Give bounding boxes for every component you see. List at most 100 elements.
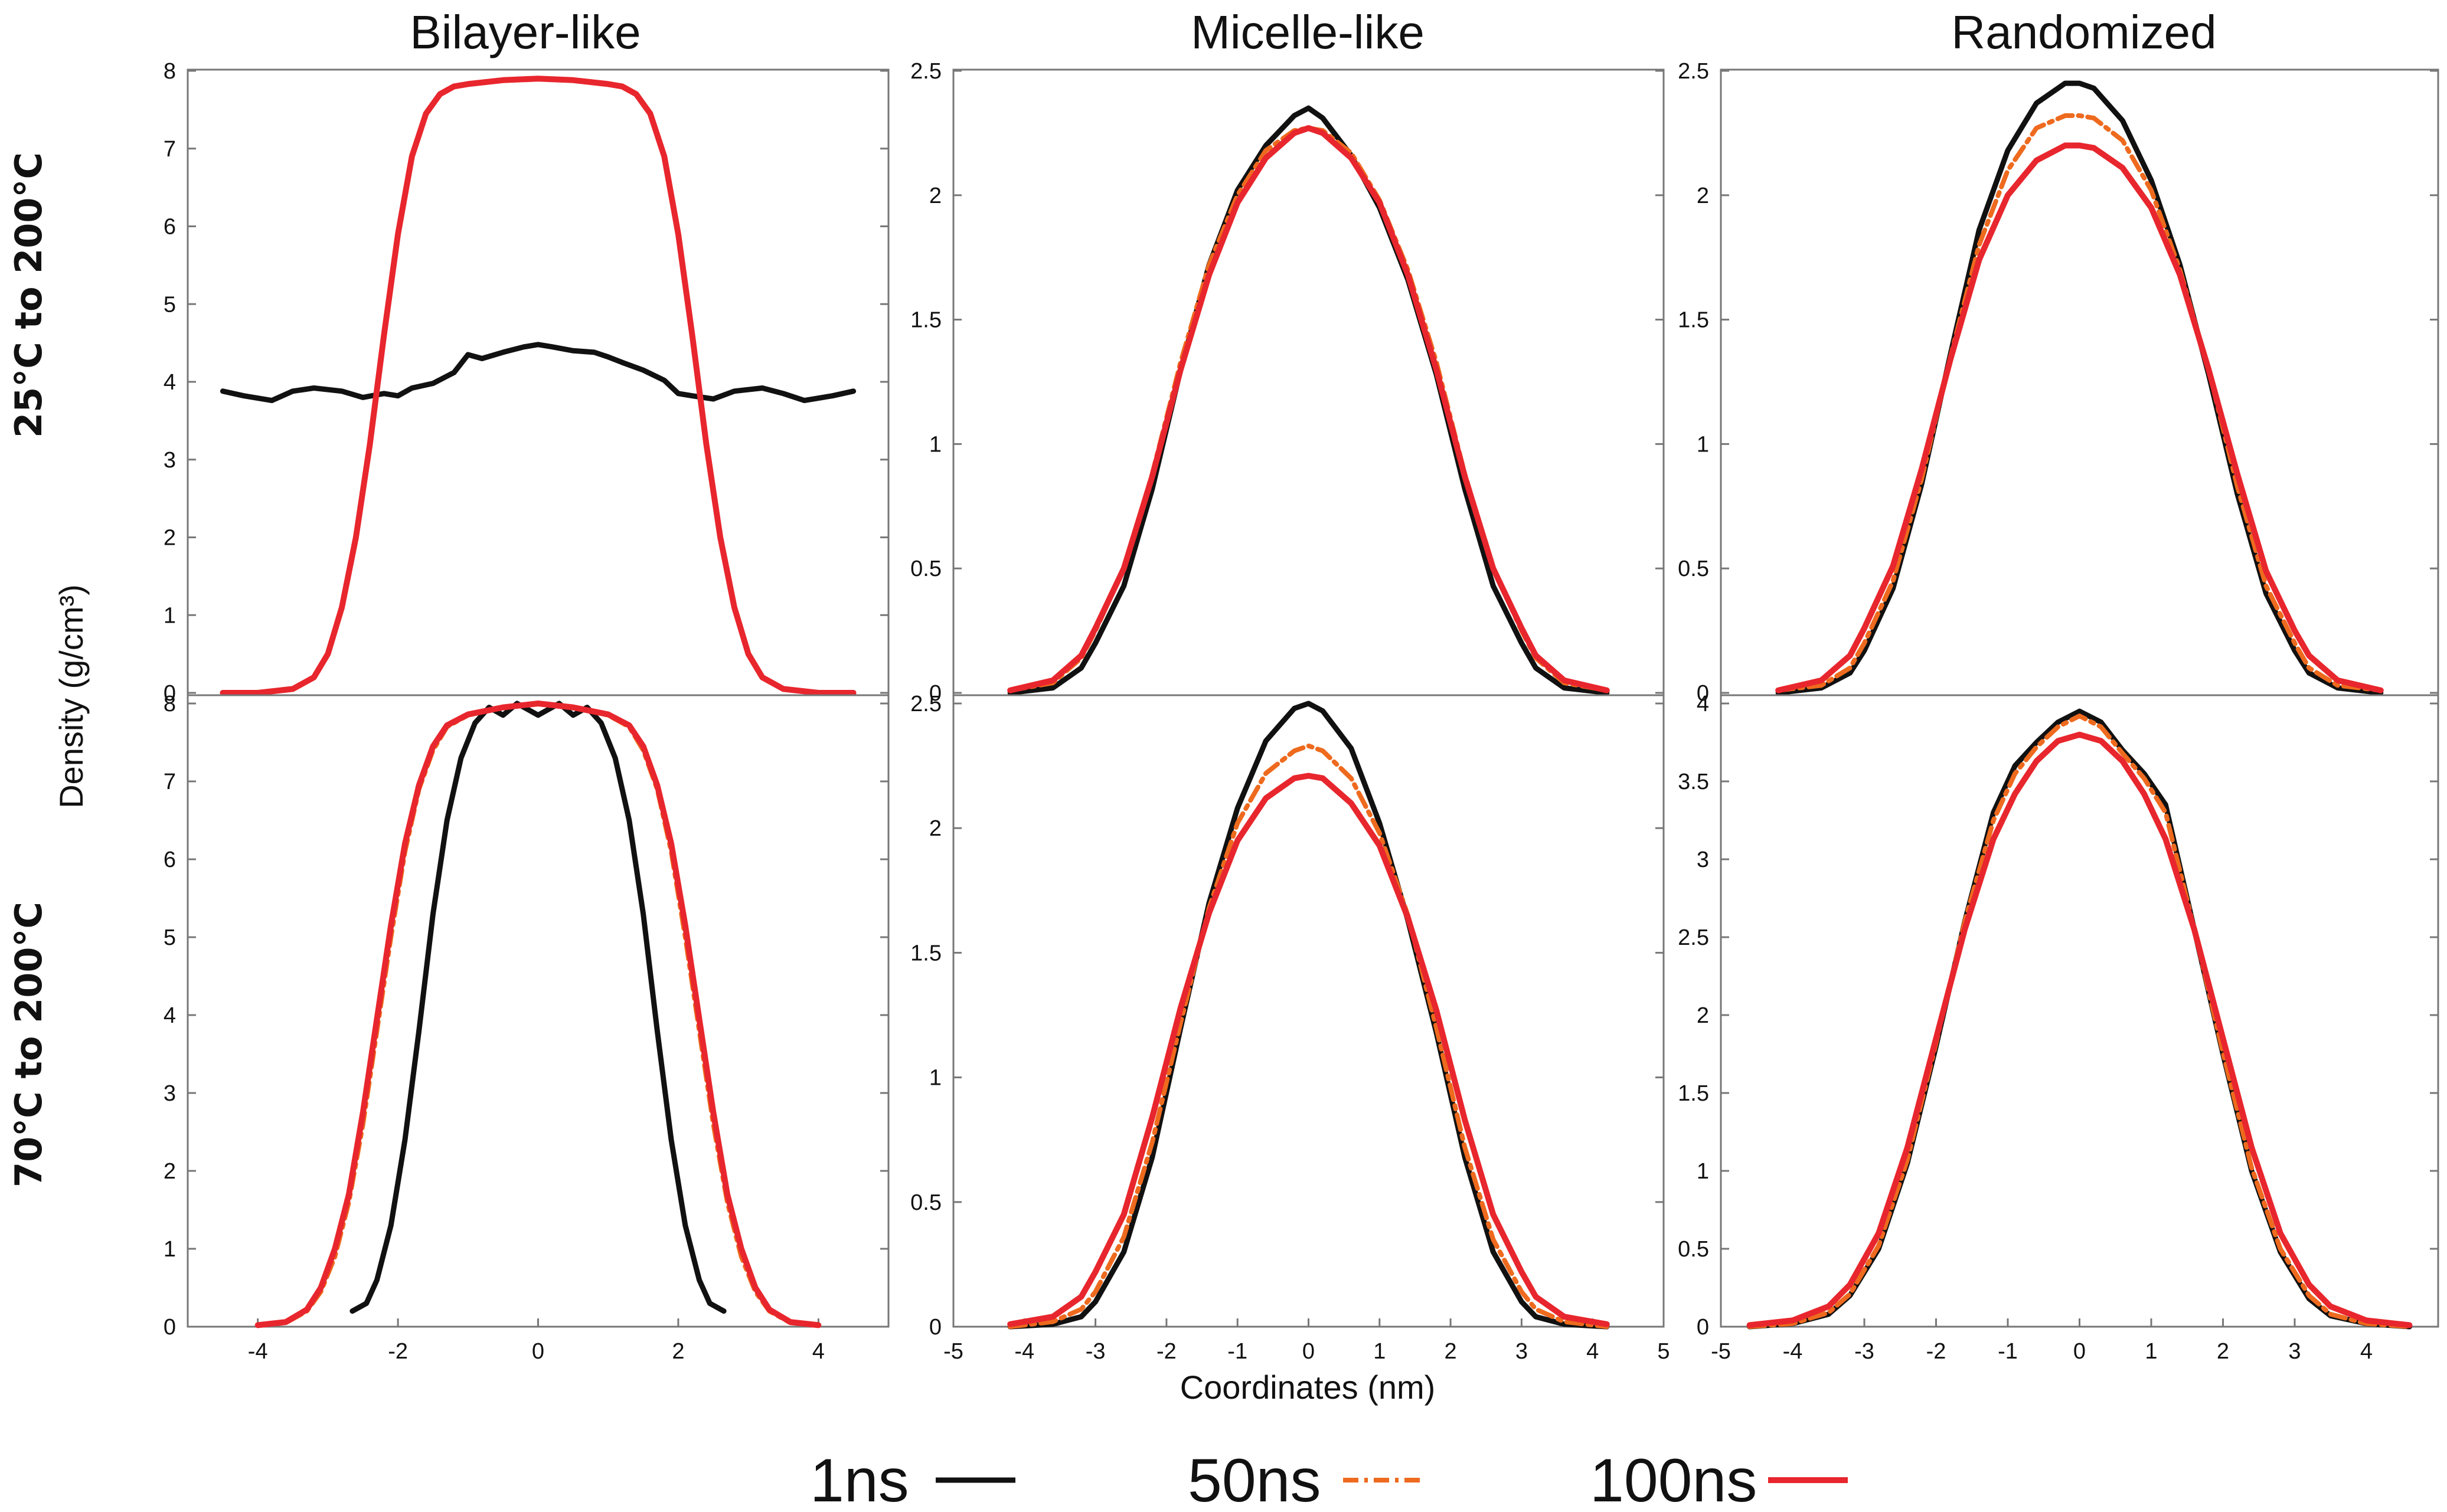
y-tick-label: 3	[1697, 847, 1709, 872]
y-tick-label: 4	[164, 1003, 176, 1028]
x-tick-label: -1	[1227, 1339, 1247, 1364]
y-tick-label: 0.5	[910, 1190, 942, 1215]
y-tick-label: 1.5	[910, 308, 942, 333]
y-tick-label: 7	[164, 137, 176, 162]
x-tick-label: 0	[532, 1339, 544, 1364]
y-tick-label: 1.5	[1678, 308, 1709, 333]
series-line-1ns	[1007, 701, 1610, 1330]
y-tick-label: 0.5	[910, 557, 942, 581]
x-tick-label: 2	[1445, 1339, 1457, 1364]
series-line-100ns	[1775, 142, 2384, 693]
x-tick-label: -4	[1014, 1339, 1034, 1364]
panel-frame	[952, 694, 1665, 1328]
chart-panel-3: 0 1 2 3 4 5 6 7 8 -4 -2 0 2 4	[164, 692, 890, 1364]
x-tick-label: 0	[1302, 1339, 1315, 1364]
series-line-1ns	[1747, 708, 2412, 1330]
y-tick-label: 2	[929, 816, 942, 841]
y-tick-label: 2	[164, 1159, 176, 1184]
panel-frame	[1720, 68, 2439, 696]
row-label-bottom: 70°C to 200°C	[7, 902, 50, 1187]
x-tick-label: -2	[1926, 1339, 1946, 1364]
y-tick-label: 1.5	[910, 941, 942, 966]
series-line-50ns	[1747, 714, 2412, 1329]
column-title-randomized: Randomized	[1951, 6, 2216, 58]
y-tick-label: 3	[164, 1081, 176, 1106]
x-tick-label: 4	[2360, 1339, 2373, 1364]
series-line-100ns	[1746, 731, 2413, 1328]
y-tick-label: 1	[1697, 432, 1709, 457]
chart-panel-2: 0 0.5 1 1.5 2 2.5	[1678, 59, 2439, 706]
y-tick-label: 8	[164, 59, 176, 84]
x-tick-label: -5	[1711, 1339, 1731, 1364]
column-title-micelle: Micelle-like	[1191, 6, 1425, 58]
y-tick-label: 2.5	[910, 59, 942, 84]
series-line-1ns	[349, 701, 727, 1314]
y-tick-label: 0	[1697, 681, 1709, 706]
y-tick-label: 0.5	[1678, 557, 1709, 581]
y-tick-label: 5	[164, 925, 176, 950]
x-tick-label: 2	[2217, 1339, 2229, 1364]
x-tick-label: 3	[2288, 1339, 2301, 1364]
series-line-100ns	[254, 701, 822, 1328]
legend-label-1ns: 1ns	[810, 1446, 909, 1512]
series-line-50ns	[1008, 743, 1609, 1329]
y-tick-label: 1	[164, 1237, 176, 1262]
series-line-100ns	[1007, 773, 1610, 1327]
column-title-bilayer: Bilayer-like	[410, 6, 641, 58]
legend: 1ns 50ns 100ns	[810, 1446, 1848, 1512]
x-tick-label: -2	[1156, 1339, 1177, 1364]
y-tick-label: 8	[164, 692, 176, 716]
x-tick-label: -1	[1998, 1339, 2018, 1364]
y-tick-label: 1	[929, 432, 942, 457]
chart-panel-0: 0 1 2 3 4 5 6 7 8	[164, 59, 890, 706]
chart-panels: 01234567800.511.522.500.511.522.50123456…	[164, 59, 2439, 1364]
x-axis-label: Coordinates (nm)	[1180, 1369, 1436, 1406]
series-line-50ns	[1008, 126, 1609, 693]
y-tick-label: 2	[164, 526, 176, 551]
x-tick-label: 2	[672, 1339, 684, 1364]
x-tick-label: 3	[1515, 1339, 1528, 1364]
x-tick-label: -5	[943, 1339, 963, 1364]
y-tick-label: 6	[164, 847, 176, 872]
y-tick-label: 3	[164, 448, 176, 473]
legend-label-50ns: 50ns	[1188, 1446, 1321, 1512]
series-line-50ns	[1776, 113, 2383, 693]
y-tick-label: 5	[164, 292, 176, 317]
x-tick-label: 0	[2073, 1339, 2086, 1364]
y-tick-label: 1	[1697, 1159, 1709, 1184]
x-tick-label: -3	[1854, 1339, 1874, 1364]
y-tick-label: 2.5	[1678, 59, 1709, 84]
y-tick-label: 4	[164, 370, 176, 395]
row-label-top: 25°C to 200°C	[7, 152, 50, 438]
y-axis-label: Density (g/cm³)	[53, 584, 90, 809]
x-tick-label: -3	[1086, 1339, 1106, 1364]
x-tick-label: 4	[1586, 1339, 1599, 1364]
x-tick-label: -4	[1783, 1339, 1803, 1364]
y-tick-label: 2	[1697, 1003, 1709, 1028]
y-tick-label: 3.5	[1678, 770, 1709, 794]
x-tick-label: 1	[1373, 1339, 1386, 1364]
series-line-1ns	[220, 342, 857, 404]
y-tick-label: 1	[164, 603, 176, 628]
x-tick-label: 1	[2145, 1339, 2157, 1364]
y-tick-label: 2	[929, 184, 942, 208]
y-tick-label: 0	[929, 681, 942, 706]
series-line-1ns	[1775, 80, 2384, 696]
y-tick-label: 0	[929, 1315, 942, 1340]
panel-frame	[1720, 694, 2439, 1328]
x-tick-label: -4	[248, 1339, 268, 1364]
y-tick-label: 2	[1697, 184, 1709, 208]
panel-frame	[187, 68, 890, 696]
panel-frame	[187, 694, 890, 1328]
chart-panel-1: 0 0.5 1 1.5 2 2.5	[910, 59, 1665, 706]
y-tick-label: 0.5	[1678, 1237, 1709, 1262]
x-tick-label: 4	[812, 1339, 825, 1364]
x-tick-label: -2	[388, 1339, 408, 1364]
chart-panel-5: 0 0.5 1 1.5 2 2.5 3 3.5 4 -5 -4 -3 -2 -1 0 1 2 3 4	[1678, 692, 2439, 1364]
y-tick-label: 4	[1697, 692, 1709, 716]
series-line-100ns	[220, 76, 857, 696]
y-tick-label: 2.5	[1678, 925, 1709, 950]
y-tick-label: 2.5	[910, 692, 942, 716]
legend-label-100ns: 100ns	[1590, 1446, 1757, 1512]
